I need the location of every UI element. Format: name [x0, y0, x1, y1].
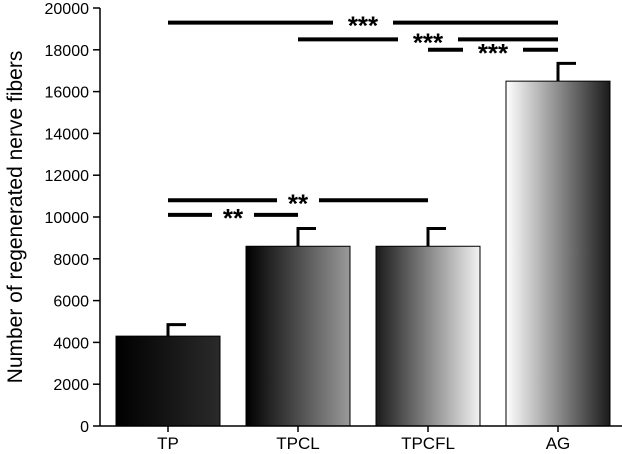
x-tick-label-ag: AG	[546, 434, 571, 453]
bar-tpcfl	[375, 245, 481, 427]
bar-tpcl	[245, 245, 351, 427]
y-tick-label: 8000	[53, 252, 89, 269]
y-axis-title: Number of regenerated nerve fibers	[4, 51, 27, 384]
significance-label-bg	[398, 31, 458, 48]
y-tick-label: 14000	[45, 126, 90, 143]
y-tick-label: 10000	[45, 210, 90, 227]
y-tick-label: 16000	[45, 85, 90, 102]
significance-label-bg	[212, 206, 254, 223]
significance-label: ***	[413, 27, 444, 57]
x-tick-label-tp: TP	[157, 434, 179, 453]
significance-label-bg	[277, 192, 319, 209]
y-tick-label: 6000	[53, 294, 89, 311]
bar-tp	[115, 335, 221, 427]
significance-label: **	[223, 203, 244, 233]
y-tick-label: 0	[80, 419, 89, 436]
y-tick-label: 2000	[53, 377, 89, 394]
significance-label: ***	[348, 11, 379, 41]
significance-label-bg	[463, 41, 523, 58]
significance-label: **	[288, 188, 309, 218]
y-tick-label: 12000	[45, 168, 90, 185]
bar-ag	[505, 80, 611, 427]
x-tick-label-tpcl: TPCL	[276, 434, 319, 453]
x-tick-label-tpcfl: TPCFL	[401, 434, 455, 453]
y-tick-label: 20000	[45, 1, 90, 18]
y-tick-label: 18000	[45, 43, 90, 60]
significance-label-bg	[333, 14, 393, 31]
significance-label: ***	[478, 38, 509, 68]
y-tick-label: 4000	[53, 335, 89, 352]
